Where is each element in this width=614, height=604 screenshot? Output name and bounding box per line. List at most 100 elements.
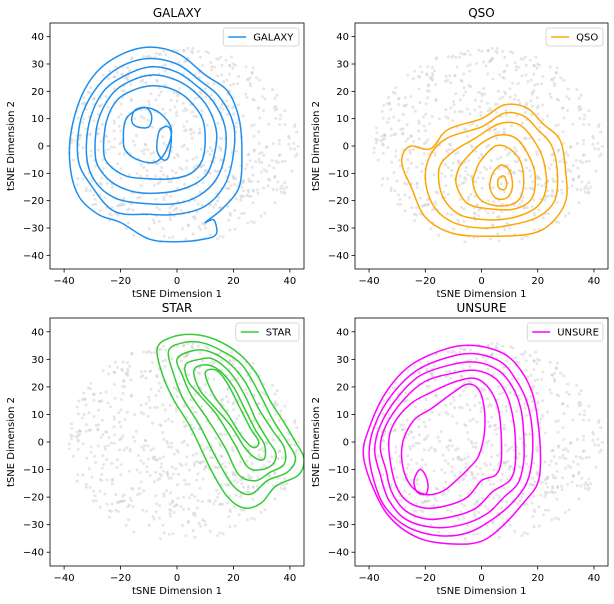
background-point (395, 179, 399, 183)
background-point (108, 364, 112, 368)
background-point (543, 460, 547, 464)
background-point (250, 124, 254, 128)
x-tick-label: −20 (110, 276, 131, 287)
background-point (517, 361, 521, 364)
legend: GALAXY (222, 27, 300, 47)
background-point (113, 360, 117, 364)
background-point (390, 456, 394, 460)
background-point (166, 175, 170, 179)
legend-label: STAR (266, 328, 292, 339)
background-point (508, 87, 512, 91)
background-point (100, 103, 104, 107)
background-point (382, 399, 386, 403)
background-point (454, 448, 457, 452)
background-point (239, 460, 243, 464)
background-point (210, 149, 214, 153)
background-point (130, 351, 134, 355)
background-point (267, 177, 271, 181)
background-point (454, 351, 458, 355)
background-point (491, 77, 495, 81)
background-point (562, 456, 566, 460)
background-point (99, 435, 103, 439)
y-axis-label: tSNE Dimension 2 (311, 101, 322, 191)
background-point (87, 411, 91, 415)
background-point (572, 474, 575, 478)
background-point (427, 499, 431, 503)
background-point (139, 403, 143, 407)
background-point (182, 508, 185, 512)
background-point (428, 371, 432, 375)
background-point (468, 365, 472, 368)
background-point (282, 191, 286, 195)
background-point (226, 501, 230, 505)
background-point (138, 195, 142, 199)
background-point (560, 191, 564, 195)
background-point (240, 185, 244, 189)
background-point (158, 180, 162, 184)
background-point (143, 438, 147, 442)
background-point (221, 235, 225, 239)
background-point (147, 54, 151, 58)
background-point (121, 434, 125, 438)
background-point (84, 403, 88, 407)
background-point (464, 386, 468, 389)
background-point (290, 169, 294, 173)
background-point (231, 62, 235, 66)
background-point (475, 499, 479, 503)
background-point (177, 472, 181, 476)
background-point (423, 203, 427, 207)
background-point (157, 86, 161, 90)
background-point (467, 83, 471, 87)
background-point (502, 365, 506, 369)
background-point (493, 428, 497, 432)
background-point (568, 441, 572, 445)
background-point (176, 483, 179, 487)
background-point (198, 461, 202, 465)
background-point (497, 385, 500, 389)
background-point (501, 76, 505, 79)
background-point (409, 161, 413, 165)
background-point (539, 493, 542, 497)
background-point (179, 208, 183, 212)
panel-title: QSO (468, 6, 495, 20)
background-point (232, 112, 236, 116)
background-point (430, 505, 434, 508)
background-point (528, 432, 532, 436)
background-point (98, 104, 102, 108)
background-point (106, 444, 110, 448)
background-point (197, 461, 201, 465)
background-point (252, 486, 255, 489)
background-point (232, 479, 236, 483)
background-point (158, 504, 162, 508)
background-point (210, 68, 214, 72)
background-point (397, 158, 401, 162)
background-point (149, 448, 153, 452)
background-point (148, 406, 152, 410)
background-point (110, 186, 114, 189)
background-point (237, 513, 241, 517)
background-point (183, 129, 187, 133)
background-point (480, 94, 484, 98)
background-point (577, 402, 580, 405)
contour-line (68, 46, 243, 243)
background-point (253, 148, 257, 152)
background-point (237, 414, 241, 418)
background-point (191, 51, 195, 55)
background-point (506, 459, 510, 463)
background-point (220, 158, 224, 162)
background-point (530, 205, 534, 208)
background-point (492, 186, 495, 190)
background-point (530, 400, 534, 404)
background-point (293, 123, 297, 127)
background-point (115, 466, 119, 469)
background-point (561, 106, 565, 110)
background-point (544, 490, 547, 494)
background-point (88, 485, 92, 489)
background-point (123, 418, 127, 422)
background-point (501, 49, 505, 53)
background-point (75, 479, 79, 483)
background-point (244, 92, 248, 96)
background-point (485, 441, 489, 445)
background-point (516, 377, 520, 381)
background-point (246, 188, 250, 192)
